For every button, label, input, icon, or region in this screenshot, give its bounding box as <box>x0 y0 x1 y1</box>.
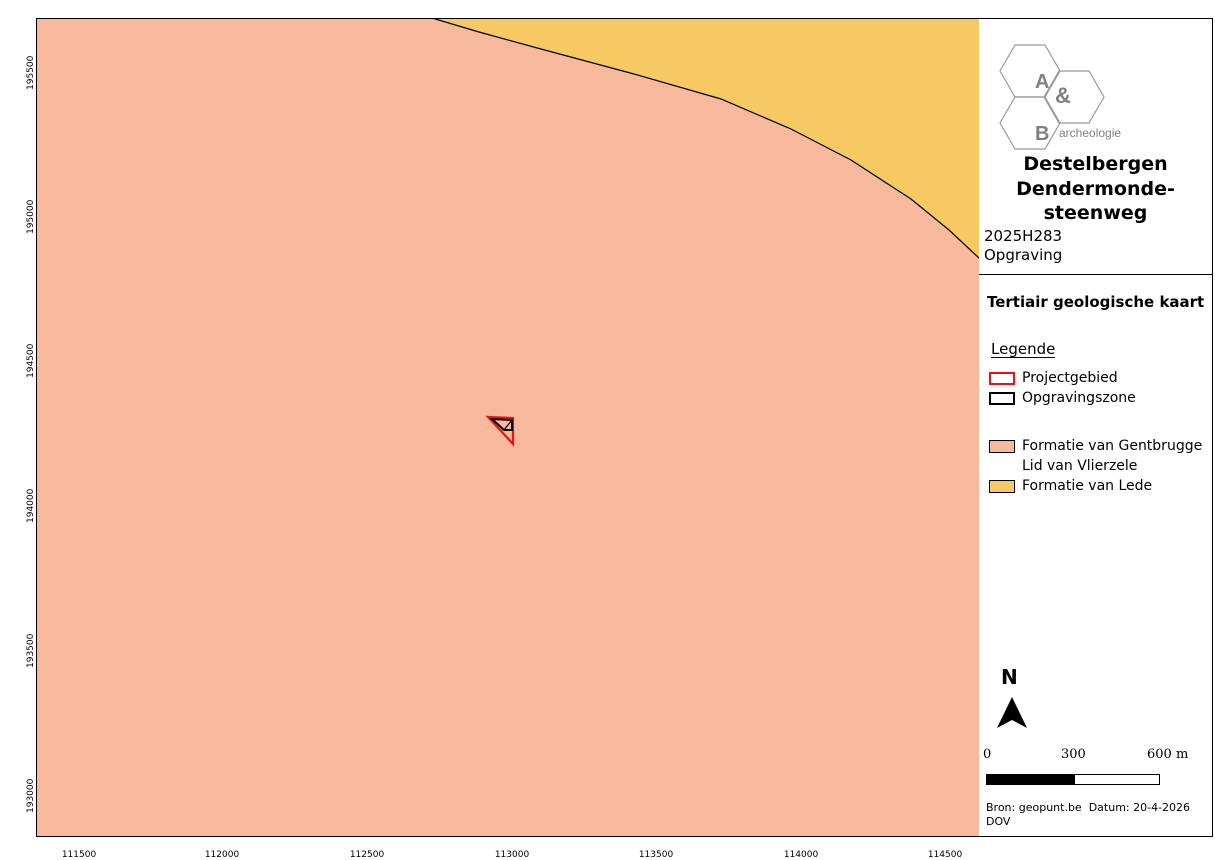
lede-boundary-line <box>431 18 979 259</box>
legend-label: Formatie van Lede <box>1022 478 1153 494</box>
opgravingszone-swatch <box>989 391 1015 405</box>
lede-swatch <box>989 479 1015 493</box>
north-label: N <box>1001 665 1018 689</box>
x-tick-label: 113500 <box>638 850 674 860</box>
project-title-line2: Dendermonde- <box>1016 178 1175 200</box>
north-arrow-icon <box>997 697 1027 728</box>
scale-label-0: 0 <box>983 747 992 762</box>
legend-label: Formatie van Gentbrugge <box>1022 438 1203 454</box>
y-tick-label: 193000 <box>26 778 36 813</box>
x-tick-label: 112000 <box>204 850 240 860</box>
project-type: Opgraving <box>984 246 1063 264</box>
legend-heading: Legende <box>991 340 1056 358</box>
legend-panel: A & B archeologie Destelbergen Dendermon… <box>979 19 1212 836</box>
scale-bar <box>986 774 1160 785</box>
source-datum: Datum: 20-4-2026 <box>1088 801 1191 814</box>
ab-archeologie-logo: A & B archeologie <box>999 44 1121 150</box>
title-block: A & B archeologie Destelbergen Dendermon… <box>979 19 1212 275</box>
y-tick-label: 194000 <box>26 488 36 523</box>
legend-item-vlierzele: Lid van Vlierzele <box>1022 458 1137 474</box>
project-title-line3: steenweg <box>1043 202 1148 224</box>
source-bron: Bron: geopunt.be <box>986 801 1082 814</box>
formatie-lede-area <box>432 18 979 258</box>
logo-ampersand: & <box>1055 83 1071 108</box>
x-tick-label: 112500 <box>349 850 385 860</box>
map-title: Tertiair geologische kaart <box>987 293 1205 311</box>
x-tick-label: 113000 <box>494 850 530 860</box>
scale-label-end: 600 m <box>1147 747 1189 762</box>
y-tick-label: 195500 <box>26 55 36 90</box>
x-tick-label: 111500 <box>61 850 97 860</box>
formatie-gentbrugge-area <box>36 18 979 837</box>
legend-item-gentbrugge[interactable]: Formatie van Gentbrugge <box>989 438 1202 454</box>
gentbrugge-swatch <box>989 439 1015 453</box>
legend-item-projectgebied[interactable]: Projectgebied <box>989 370 1118 386</box>
legend-item-lede[interactable]: Formatie van Lede <box>989 478 1152 494</box>
y-tick-label: 193500 <box>26 633 36 668</box>
source-line: Bron: geopunt.be Datum: 20-4-2026 <box>986 801 1190 814</box>
scale-label-mid: 300 <box>1061 747 1086 762</box>
project-title-line1: Destelbergen <box>1023 153 1168 175</box>
geological-map[interactable] <box>36 18 979 837</box>
scale-bar-black-segment <box>987 775 1075 784</box>
opgravingszone-outline[interactable] <box>489 417 513 431</box>
y-tick-label: 194500 <box>26 343 36 378</box>
legend-label: Projectgebied <box>1022 370 1118 386</box>
x-tick-label: 114500 <box>927 850 963 860</box>
projectgebied-swatch <box>989 371 1015 385</box>
logo-letter-a: A <box>1035 71 1049 93</box>
logo-subtitle: archeologie <box>1059 126 1121 140</box>
legend-label: Opgravingszone <box>1022 390 1136 406</box>
map-frame <box>36 18 1213 837</box>
opgravingszone-inner-line <box>503 419 513 431</box>
x-tick-label: 114000 <box>783 850 819 860</box>
legend-label: Lid van Vlierzele <box>1022 458 1138 474</box>
source-dov: DOV <box>986 815 1011 828</box>
legend-item-opgravingszone[interactable]: Opgravingszone <box>989 390 1136 406</box>
y-tick-label: 195000 <box>26 199 36 234</box>
logo-letter-b: B <box>1035 123 1049 145</box>
project-code: 2025H283 <box>984 227 1063 245</box>
north-arrow: N <box>995 665 1035 735</box>
